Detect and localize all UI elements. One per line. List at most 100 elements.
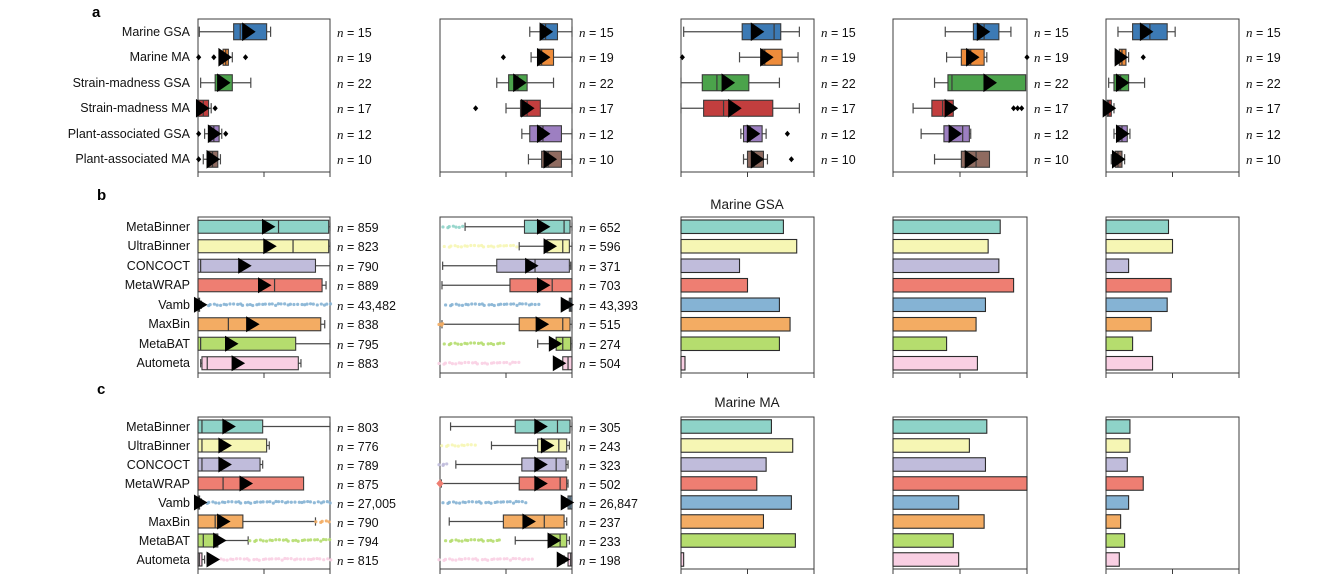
outlier-dot: [277, 538, 281, 542]
mean-marker: [1114, 47, 1129, 67]
mean-marker: [560, 494, 575, 511]
box: [197, 552, 203, 567]
box-row: [197, 456, 264, 473]
n-count-label: n = 305: [579, 419, 621, 435]
outlier-dot: [495, 500, 499, 504]
outlier-dot: [440, 444, 444, 448]
outlier-dot: [470, 500, 474, 504]
bar: [1105, 514, 1122, 529]
bar: [1105, 277, 1172, 293]
outlier-dot: [228, 302, 232, 306]
box-row: [197, 218, 331, 235]
outlier-dot: [300, 302, 304, 307]
box-row: [198, 22, 272, 42]
box-row: [527, 149, 573, 169]
n-count-label: n = 794: [337, 533, 379, 549]
tool-label: Vamb: [158, 495, 190, 510]
mean-marker: [556, 551, 571, 568]
outlier-dot: [302, 538, 307, 542]
box-row: [945, 47, 1030, 67]
plot-border: [892, 18, 1028, 173]
outlier-dot: [492, 361, 496, 365]
box-row: [197, 437, 270, 454]
n-count-label: n = 22: [821, 75, 856, 91]
outlier-dot: [502, 341, 506, 345]
mean-marker: [521, 98, 535, 118]
outlier-dot: [274, 499, 278, 504]
panel-c-barchart-1: [680, 416, 815, 574]
outlier-dot: [442, 342, 446, 346]
outlier-dot: [264, 557, 268, 561]
box-row: [444, 532, 570, 549]
bar: [892, 355, 978, 371]
outlier-dot: [456, 444, 460, 448]
outlier-dot: [450, 443, 454, 447]
n-count-label: n = 776: [337, 438, 379, 454]
outlier-dot: [511, 501, 516, 505]
outlier-dot: [496, 557, 500, 561]
outlier-dot: [218, 303, 223, 307]
outlier-dot: [499, 500, 503, 504]
outlier-dot: [309, 538, 313, 542]
mean-marker: [522, 513, 536, 530]
outlier-dot: [437, 463, 441, 467]
tool-label: UltraBinner: [127, 239, 190, 254]
mean-marker: [1111, 149, 1126, 169]
outlier-dot: [486, 244, 490, 248]
mean-marker: [242, 22, 256, 42]
plot-border: [1105, 18, 1240, 173]
outlier-dot: [485, 362, 490, 366]
tool-label: CONCOCT: [126, 258, 190, 273]
outlier-dot: [286, 500, 290, 504]
panel-b-title: Marine GSA: [710, 197, 784, 212]
outlier-dot: [533, 302, 537, 307]
outlier-dot: [454, 501, 458, 505]
outlier-dot: [520, 500, 524, 504]
outlier-dot: [449, 244, 453, 248]
outlier-diamond: [500, 54, 506, 61]
bar: [680, 419, 772, 434]
outlier-dot: [311, 302, 315, 306]
box-row: [442, 257, 572, 274]
outlier-dot: [274, 303, 278, 307]
outlier-diamond: [784, 130, 790, 137]
outlier-dot: [489, 341, 493, 346]
outlier-dot: [234, 557, 239, 561]
outlier-dot: [530, 557, 534, 561]
mean-marker: [964, 149, 979, 169]
n-count-label: n = 889: [337, 278, 379, 294]
tool-label: UltraBinner: [127, 438, 190, 453]
mean-marker: [193, 494, 208, 511]
outlier-dot: [292, 302, 296, 307]
n-count-label: n = 22: [337, 75, 372, 91]
bar: [1105, 552, 1120, 567]
outlier-dot: [462, 443, 466, 448]
outlier-dot: [491, 342, 496, 347]
panel-b-barchart-3: [1105, 216, 1240, 378]
n-count-label: n = 703: [579, 278, 621, 294]
outlier-diamond: [196, 54, 202, 61]
box-row: [440, 437, 570, 454]
bar: [680, 552, 685, 567]
outlier-dot: [487, 303, 491, 307]
outlier-dot: [454, 538, 458, 542]
outlier-dot: [492, 557, 496, 561]
box-row: [1102, 98, 1117, 118]
box-row: [449, 418, 573, 435]
outlier-dot: [265, 500, 269, 504]
bar: [680, 219, 784, 235]
box-row: [441, 218, 573, 235]
box-row: [197, 513, 331, 530]
box-row: [200, 73, 252, 93]
outlier-dot: [453, 244, 457, 248]
box-row: [197, 551, 333, 568]
outlier-dot: [239, 501, 243, 505]
outlier-dot: [472, 243, 477, 248]
outlier-dot: [477, 244, 481, 248]
tool-label: MetaBinner: [126, 419, 190, 434]
outlier-dot: [513, 360, 517, 365]
outlier-dot: [509, 243, 513, 248]
outlier-dot: [509, 302, 513, 306]
outlier-dot: [324, 519, 328, 523]
n-count-label: n = 12: [821, 126, 856, 142]
